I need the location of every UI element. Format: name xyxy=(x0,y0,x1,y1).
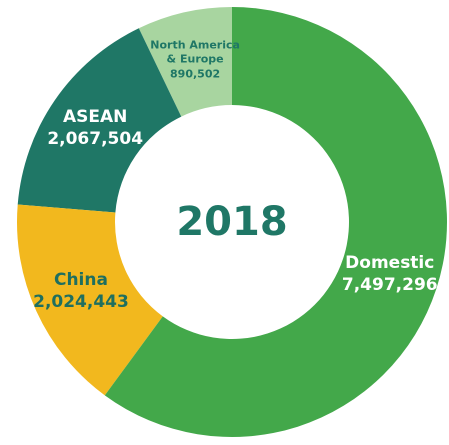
value-label: 2,024,443 xyxy=(33,291,129,312)
category-label: Domestic xyxy=(345,252,435,273)
category-label: China xyxy=(53,269,108,290)
slice-label: North America & Europe 890,502 xyxy=(150,39,240,82)
slice-label: Domestic 7,497,296 xyxy=(335,252,445,296)
slice-label: China 2,024,443 xyxy=(26,269,136,313)
slice xyxy=(138,7,232,117)
category-label: ASEAN xyxy=(62,106,128,127)
value-label: 2,067,504 xyxy=(47,128,144,149)
slice xyxy=(17,204,163,396)
slice xyxy=(104,7,448,437)
value-label: 7,497,296 xyxy=(341,274,438,295)
category-label: North America & Europe xyxy=(150,38,240,66)
slice xyxy=(17,28,182,213)
center-title: 2018 xyxy=(176,199,287,245)
slice-label: ASEAN 2,067,504 xyxy=(40,106,150,150)
value-label: 890,502 xyxy=(170,67,221,81)
